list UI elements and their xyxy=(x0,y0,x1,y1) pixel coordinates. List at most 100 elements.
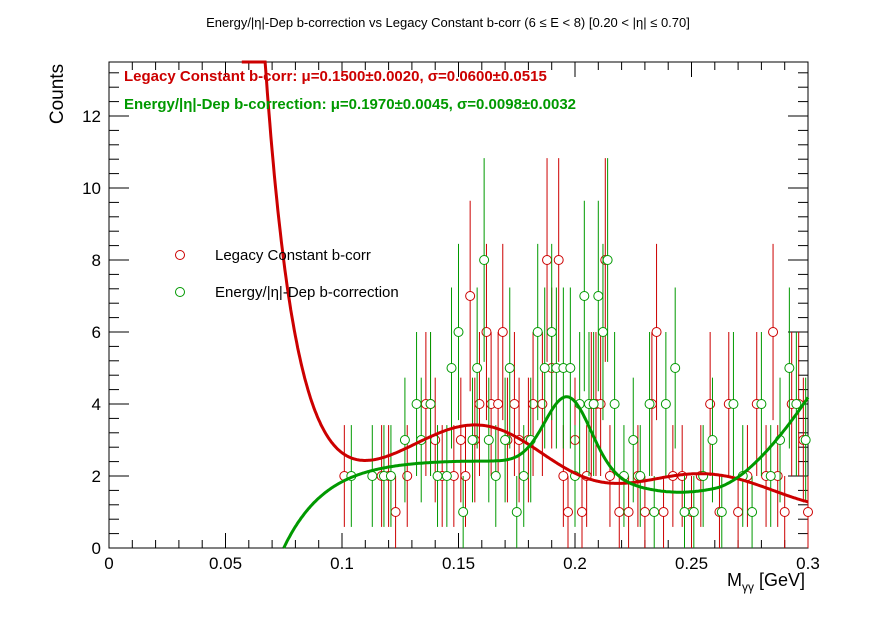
data-point xyxy=(609,399,620,409)
x-tick-label: 0.2 xyxy=(563,554,587,573)
x-tick-label: 0.15 xyxy=(442,554,475,573)
x-tick-label: 0.1 xyxy=(330,554,354,573)
legend-energy-label: Energy/|η|-Dep b-correction xyxy=(215,284,399,301)
data-point xyxy=(504,363,515,373)
data-point xyxy=(765,471,776,481)
data-point xyxy=(558,471,569,481)
x-tick-label: 0 xyxy=(104,554,113,573)
data-point xyxy=(441,471,452,481)
data-point xyxy=(537,399,548,409)
data-point xyxy=(432,471,443,481)
data-point xyxy=(779,507,790,517)
data-point xyxy=(768,327,779,337)
y-tick-label: 2 xyxy=(92,467,101,486)
y-tick-label: 4 xyxy=(92,395,101,414)
data-point xyxy=(707,435,718,445)
data-point xyxy=(539,363,550,373)
legend: Legacy Constant b-corr Energy/|η|-Dep b-… xyxy=(175,247,399,301)
data-point xyxy=(679,507,690,517)
x-axis-label-unit: [GeV] xyxy=(754,570,805,590)
legend-legacy-marker xyxy=(175,250,185,260)
legacy-fit-curve xyxy=(241,60,809,504)
data-point xyxy=(588,399,599,409)
data-point xyxy=(803,507,813,517)
data-point xyxy=(660,399,671,409)
data-point xyxy=(518,471,529,481)
data-point xyxy=(756,399,767,409)
legacy-series xyxy=(339,158,813,548)
data-point xyxy=(635,471,646,481)
data-point xyxy=(528,399,539,409)
data-point xyxy=(500,435,511,445)
data-point xyxy=(688,507,699,517)
data-point xyxy=(716,507,727,517)
data-point xyxy=(467,435,478,445)
data-point xyxy=(411,399,422,409)
legend-energy-marker xyxy=(175,287,185,297)
data-point xyxy=(474,399,485,409)
data-point xyxy=(597,327,608,337)
data-point xyxy=(800,435,811,445)
data-point xyxy=(425,399,436,409)
data-point xyxy=(532,327,543,337)
data-point xyxy=(511,507,522,517)
y-tick-label: 10 xyxy=(82,179,101,198)
x-axis-label-sub: γγ xyxy=(742,580,754,594)
data-point xyxy=(455,435,466,445)
data-point xyxy=(446,363,457,373)
data-point xyxy=(472,363,483,373)
data-point xyxy=(614,507,625,517)
data-point xyxy=(670,363,681,373)
data-point xyxy=(639,507,650,517)
data-point xyxy=(791,399,802,409)
data-point xyxy=(490,471,501,481)
energy-series xyxy=(346,158,811,548)
y-tick-label: 12 xyxy=(82,107,101,126)
data-point xyxy=(385,471,396,481)
y-tick-labels: 0 2 4 6 8 10 12 xyxy=(82,107,101,558)
data-point xyxy=(390,507,401,517)
data-point xyxy=(579,291,590,301)
data-point xyxy=(399,435,410,445)
data-point xyxy=(593,291,604,301)
data-point xyxy=(553,255,564,265)
axis-ticks xyxy=(108,62,809,549)
data-point xyxy=(453,327,464,337)
legacy-fit-stats: Legacy Constant b-corr: μ=0.1500±0.0020,… xyxy=(124,68,547,85)
data-point xyxy=(747,507,758,517)
data-point xyxy=(649,507,660,517)
data-point xyxy=(509,399,520,409)
y-axis-label: Counts xyxy=(47,64,68,124)
data-point xyxy=(728,399,739,409)
data-point xyxy=(546,327,557,337)
y-tick-label: 6 xyxy=(92,323,101,342)
x-tick-label: 0.25 xyxy=(675,554,708,573)
data-point xyxy=(784,363,795,373)
data-point xyxy=(644,399,655,409)
data-point xyxy=(602,255,613,265)
data-point xyxy=(628,435,639,445)
data-point xyxy=(623,507,634,517)
data-point xyxy=(479,255,490,265)
x-tick-label: 0.05 xyxy=(209,554,242,573)
x-tick-label: 0.3 xyxy=(796,554,820,573)
data-point xyxy=(651,327,662,337)
data-point xyxy=(733,507,744,517)
data-point xyxy=(458,507,469,517)
data-point xyxy=(563,507,574,517)
legend-legacy-label: Legacy Constant b-corr xyxy=(215,247,371,264)
data-point xyxy=(542,255,553,265)
data-point xyxy=(481,327,492,337)
data-point xyxy=(493,399,504,409)
energy-fit-curve xyxy=(282,395,810,549)
x-tick-labels: 0 0.05 0.1 0.15 0.2 0.25 0.3 xyxy=(104,554,820,573)
data-point xyxy=(402,471,413,481)
y-tick-label: 8 xyxy=(92,251,101,270)
data-point xyxy=(565,363,576,373)
data-point xyxy=(604,471,615,481)
y-tick-label: 0 xyxy=(92,539,101,558)
data-point xyxy=(465,291,476,301)
chart-title: Energy/|η|-Dep b-correction vs Legacy Co… xyxy=(206,15,690,30)
x-axis-label: Mγγ [GeV] xyxy=(727,570,805,594)
